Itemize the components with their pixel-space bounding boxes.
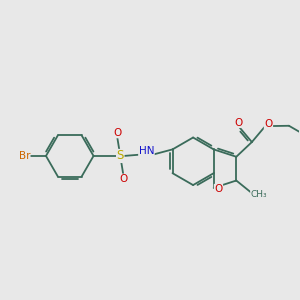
- Text: O: O: [264, 119, 273, 129]
- Text: CH₃: CH₃: [250, 190, 267, 199]
- Text: O: O: [119, 174, 128, 184]
- Text: O: O: [214, 184, 223, 194]
- Text: HN: HN: [139, 146, 154, 157]
- Text: Br: Br: [19, 151, 30, 161]
- Text: S: S: [117, 149, 124, 162]
- Text: O: O: [234, 118, 243, 128]
- Text: O: O: [113, 128, 122, 138]
